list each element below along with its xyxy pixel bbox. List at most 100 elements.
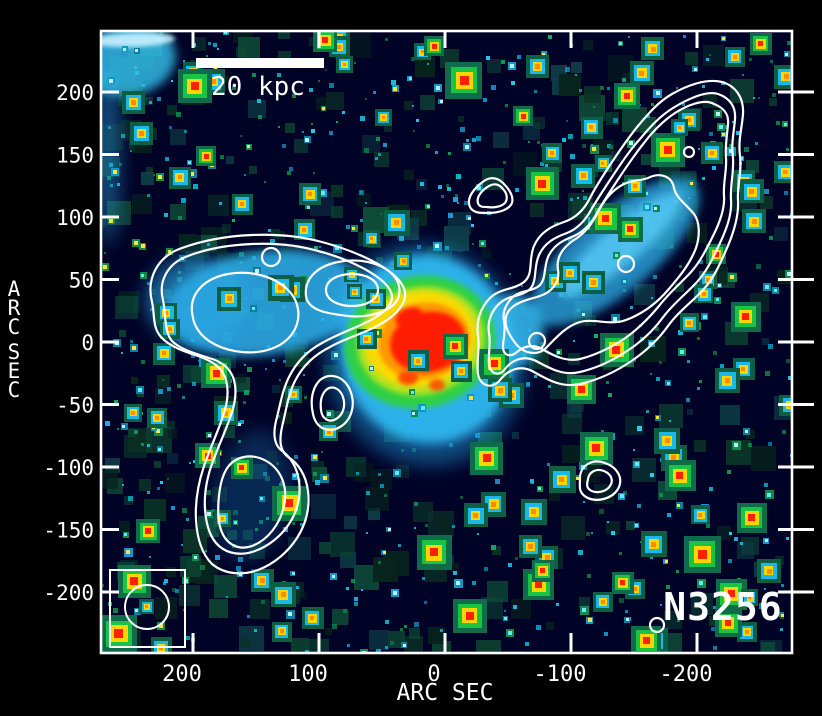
star-s-core: [141, 274, 144, 277]
faint-star: [720, 364, 724, 368]
faint-star: [383, 143, 387, 147]
faint-star: [683, 35, 686, 38]
star-s-core: [656, 91, 660, 95]
sky-mottle: [606, 521, 620, 535]
faint-star: [537, 141, 540, 144]
star-m: [278, 285, 283, 290]
faint-star: [764, 588, 766, 590]
faint-star: [294, 455, 298, 459]
sky-mottle: [166, 567, 176, 577]
faint-star: [472, 581, 476, 585]
faint-star: [164, 579, 168, 583]
faint-star: [656, 377, 660, 381]
hi-contour-east-outer: [149, 233, 407, 575]
faint-star: [254, 629, 257, 632]
hi-contour-east-lobe-1: [304, 259, 401, 318]
hi-contour-north-cloud-inner: [476, 183, 508, 209]
star-m: [211, 79, 216, 84]
sky-mottle: [530, 203, 544, 217]
star-s-core: [207, 512, 211, 516]
faint-star: [604, 632, 608, 636]
faint-star: [647, 115, 650, 118]
faint-star: [501, 60, 505, 64]
faint-star: [677, 619, 680, 622]
star-r: [612, 346, 620, 354]
star-s-core: [234, 521, 237, 524]
star-s-core: [124, 533, 127, 536]
faint-star: [780, 628, 783, 631]
star-s-core: [667, 382, 670, 385]
faint-star: [457, 202, 459, 204]
faint-star: [466, 139, 469, 142]
star-m: [535, 64, 540, 69]
sky-mottle: [271, 229, 280, 238]
star-s-core: [141, 244, 145, 248]
star-r: [728, 590, 735, 597]
sky-mottle: [326, 92, 344, 110]
faint-star: [189, 462, 191, 464]
hi-contour-east-central-loop: [190, 271, 300, 354]
star-r: [491, 360, 498, 367]
star-r: [322, 37, 328, 43]
star-s-core: [132, 346, 136, 350]
star-r: [130, 577, 138, 585]
faint-star: [113, 608, 118, 613]
faint-star: [279, 379, 281, 381]
faint-star: [342, 111, 345, 114]
faint-star: [440, 629, 443, 632]
faint-star: [528, 141, 530, 143]
faint-star: [566, 120, 568, 122]
faint-star: [101, 584, 104, 587]
star-s-core: [332, 575, 335, 578]
hi-contour-north-cloud-outer: [467, 177, 514, 215]
hi-contour-west-mid: [487, 92, 737, 375]
star-r: [742, 313, 749, 320]
star-s-core: [538, 487, 541, 490]
star-s-core: [718, 284, 721, 287]
star-r: [466, 612, 474, 620]
faint-star: [653, 275, 657, 279]
faint-star: [611, 531, 615, 535]
x-axis-title: ARC SEC: [397, 680, 494, 706]
star-r: [602, 215, 609, 222]
star-m: [651, 542, 656, 547]
sky-mottle: [448, 212, 471, 235]
star-m: [559, 477, 564, 482]
hi-contour-east-mid: [160, 242, 394, 555]
sky-mottle: [720, 405, 740, 425]
star-m: [281, 592, 286, 597]
faint-star: [167, 478, 169, 480]
faint-star: [453, 197, 458, 202]
sky-mottle: [664, 611, 682, 629]
star-r: [643, 637, 650, 644]
star-m: [545, 555, 550, 560]
star-s-core: [156, 429, 160, 433]
star-s-core: [787, 272, 791, 276]
sky-mottle: [487, 59, 501, 73]
faint-star: [283, 360, 286, 363]
faint-star: [160, 481, 163, 484]
faint-star: [484, 567, 488, 571]
faint-star: [583, 196, 587, 200]
faint-star: [105, 421, 110, 426]
star-m: [725, 378, 730, 383]
galaxy-blob: [429, 379, 445, 391]
star-s-core: [740, 157, 743, 160]
star-s-core: [592, 147, 596, 151]
star-s-core: [665, 560, 668, 563]
sky-mottle: [409, 628, 420, 639]
faint-star: [517, 55, 521, 59]
faint-star: [651, 297, 653, 299]
star-s-core: [135, 49, 138, 52]
star-s-core: [388, 528, 391, 531]
faint-star: [575, 74, 577, 76]
star-s-core: [436, 86, 440, 90]
star-s-core: [542, 53, 545, 56]
sky-mottle: [562, 414, 582, 434]
faint-star: [706, 524, 710, 528]
star-m: [131, 100, 136, 105]
star-m: [601, 162, 604, 165]
faint-star: [278, 126, 280, 128]
faint-star: [607, 521, 609, 523]
